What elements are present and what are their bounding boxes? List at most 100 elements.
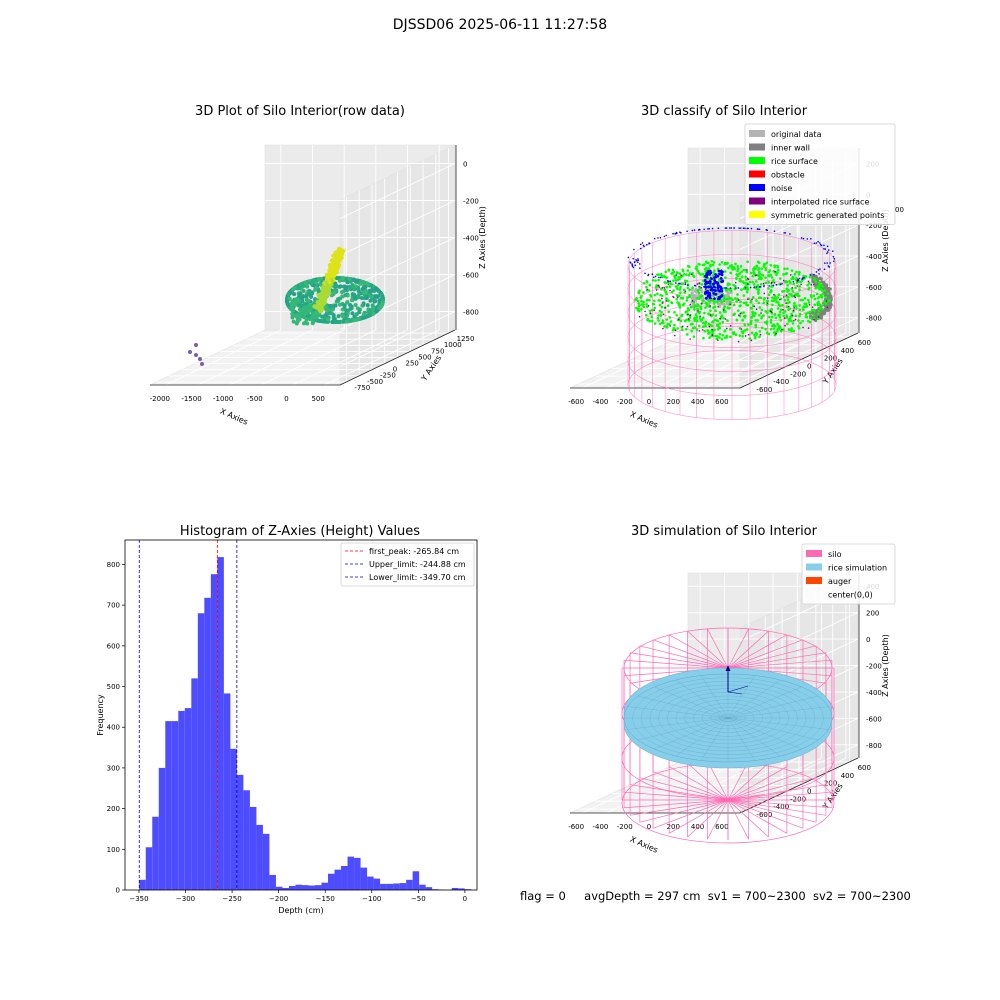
plot2-noise-point	[629, 262, 632, 264]
plot2-rice-surface-point	[751, 275, 754, 278]
plot2-rice-surface-point	[702, 321, 705, 325]
plot1-point	[287, 296, 292, 301]
plot3-bar	[236, 774, 244, 890]
plot4-silo-bottom-spoke	[668, 766, 729, 801]
plot2-rice-surface-point	[667, 269, 671, 272]
plot2-rice-surface-point	[772, 327, 776, 330]
plot2-noise-point	[698, 228, 701, 231]
plot2-noise-point	[719, 277, 723, 280]
plot2-interpolated-point	[720, 269, 723, 271]
plot1-point	[365, 303, 370, 308]
plot2-noise-point	[678, 282, 680, 285]
plot2-rice-surface-point	[667, 310, 670, 314]
plot2-rice-surface-point	[668, 285, 672, 288]
plot2-rice-surface-point	[642, 282, 646, 285]
plot2-rice-surface-point	[755, 265, 759, 268]
plot4-silo-top-spoke	[639, 645, 729, 669]
plot2-interpolated-point	[775, 332, 777, 335]
plot1-x-tick-label: -1500	[181, 395, 201, 403]
plot2-rice-surface-point	[712, 261, 716, 264]
plot2-rice-surface-point	[734, 297, 737, 300]
plot4-silo-bottom-spoke	[639, 799, 729, 823]
plot2-x-tick-label: 200	[667, 398, 680, 406]
plot2-noise-point	[815, 271, 818, 273]
plot2-interpolated-point	[802, 326, 804, 329]
plot2-rice-surface-point	[714, 314, 718, 317]
plot1-point	[364, 281, 369, 286]
plot2-legend-label: inner wall	[771, 144, 810, 153]
plot2-rice-surface-point	[780, 308, 783, 311]
plot1-point	[345, 293, 350, 298]
plot2-noise-point	[829, 262, 831, 264]
plot1-point	[337, 251, 342, 257]
plot2-rice-surface-point	[714, 309, 717, 313]
plot2-rice-surface-point	[702, 325, 705, 328]
plot2-rice-surface-point	[800, 279, 804, 282]
plot4-y-tick-label: 200	[824, 780, 837, 788]
plot2-rice-surface-point	[723, 336, 727, 339]
plot2-rice-surface-point	[754, 335, 757, 339]
plot2-interpolated-point	[709, 305, 711, 307]
plot2-rice-surface-point	[654, 286, 658, 289]
plot3-bar	[295, 884, 302, 890]
plot2-rice-surface-point	[692, 335, 696, 338]
plot2-rice-surface-point	[687, 319, 691, 322]
plot4-z-tick-label: -800	[866, 742, 882, 750]
plot4-legend-label: rice simulation	[828, 564, 887, 573]
plot2-rice-surface-point	[786, 301, 789, 305]
plot2-rice-surface-point	[727, 266, 730, 270]
plot2-rice-surface-point	[716, 327, 720, 331]
plot2-rice-surface-point	[795, 307, 798, 310]
plot2-rice-surface-point	[777, 313, 780, 317]
plot2-rice-surface-point	[693, 308, 696, 311]
plot4-title: 3D simulation of Silo Interior	[631, 524, 817, 539]
plot1-point	[348, 284, 353, 289]
plot3-bar	[210, 574, 218, 890]
plot2-rice-surface-point	[639, 296, 643, 299]
plot2-interpolated-point	[676, 296, 679, 299]
plot2-rice-surface-point	[826, 292, 830, 295]
plot2-rice-surface-point	[787, 288, 790, 292]
plot1-point	[340, 294, 345, 299]
plot2-interpolated-point	[653, 309, 656, 312]
plot2-rice-surface-point	[802, 306, 805, 309]
plot2-rice-surface-point	[755, 280, 758, 283]
plot1-point	[297, 307, 302, 312]
plot2-rice-surface-point	[706, 329, 709, 332]
plot2-rice-surface-point	[782, 328, 785, 331]
plot2-rice-surface-point	[734, 333, 738, 337]
plot2-noise-point	[654, 275, 657, 278]
plot2-rice-surface-point	[754, 267, 757, 271]
plot2-noise-point	[708, 294, 712, 297]
plot2-rice-surface-point	[750, 307, 754, 310]
plot4-z-tick-label: 200	[866, 610, 879, 618]
plot2-interpolated-point	[689, 303, 692, 306]
plot2-interpolated-point	[753, 305, 756, 308]
plot2-noise-point	[639, 267, 641, 269]
plot1-point	[351, 292, 356, 297]
plot4-rice-mesh-spoke	[727, 706, 829, 719]
plot2-noise-point	[637, 258, 639, 260]
plot2-rice-surface-point	[687, 274, 690, 277]
plot2-rice-surface-point	[767, 287, 770, 290]
plot2-rice-surface-point	[785, 305, 789, 308]
plot2-interpolated-point	[674, 334, 676, 337]
plot2-noise-point	[709, 288, 713, 292]
plot2-legend-label: obstacle	[771, 171, 805, 180]
plot2-interpolated-point	[755, 274, 758, 276]
plot2-rice-surface-point	[751, 312, 755, 316]
plot3-y-tick-label: 0	[116, 887, 120, 895]
plot2-rice-surface-point	[693, 326, 697, 329]
plot2-rice-surface-point	[828, 298, 831, 302]
plot2-rice-surface-point	[707, 267, 711, 270]
plot2-rice-surface-point	[801, 298, 805, 302]
plot2-rice-surface-point	[823, 289, 827, 292]
plot2-rice-surface-point	[670, 272, 673, 275]
plot1-y-tick-label: 500	[418, 353, 431, 361]
plot4-rice-mesh-spoke	[654, 686, 729, 719]
plot2-interpolated-point	[706, 280, 709, 283]
plot3-legend-label: first_peak: -265.84 cm	[369, 547, 459, 556]
plot2-rice-surface-point	[651, 302, 655, 306]
plot2-rice-surface-point	[658, 309, 662, 313]
plot1-point	[335, 264, 341, 270]
